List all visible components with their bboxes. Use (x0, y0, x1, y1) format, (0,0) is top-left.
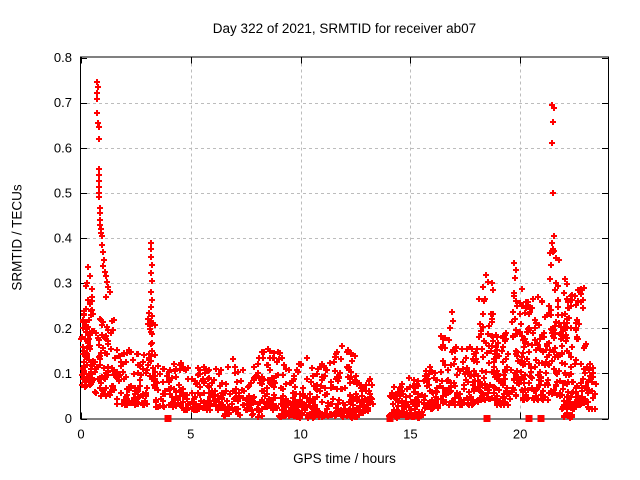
y-tick-labels: 0 0.1 0.2 0.3 0.4 0.5 0.6 0.7 0.8 (54, 50, 72, 426)
svg-text:0.4: 0.4 (54, 231, 72, 246)
scatter-points (78, 79, 599, 421)
svg-text:0: 0 (77, 427, 84, 442)
svg-text:0.7: 0.7 (54, 95, 72, 110)
svg-text:5: 5 (187, 427, 194, 442)
svg-text:0.6: 0.6 (54, 140, 72, 155)
svg-text:0.2: 0.2 (54, 321, 72, 336)
plot-frame (80, 56, 609, 420)
svg-text:0.5: 0.5 (54, 185, 72, 200)
gridlines (81, 57, 608, 419)
chart-title: Day 322 of 2021, SRMTID for receiver ab0… (212, 21, 477, 36)
svg-text:0.1: 0.1 (54, 366, 72, 381)
svg-text:0.3: 0.3 (54, 276, 72, 291)
zero-point-squares (164, 415, 545, 422)
svg-text:15: 15 (403, 427, 417, 442)
x-tick-labels: 0 5 10 15 20 (77, 427, 527, 442)
svg-text:0.8: 0.8 (54, 50, 72, 65)
svg-text:0: 0 (65, 411, 72, 426)
x-axis-label: GPS time / hours (293, 451, 396, 466)
svg-text:20: 20 (513, 427, 527, 442)
svg-text:10: 10 (293, 427, 307, 442)
